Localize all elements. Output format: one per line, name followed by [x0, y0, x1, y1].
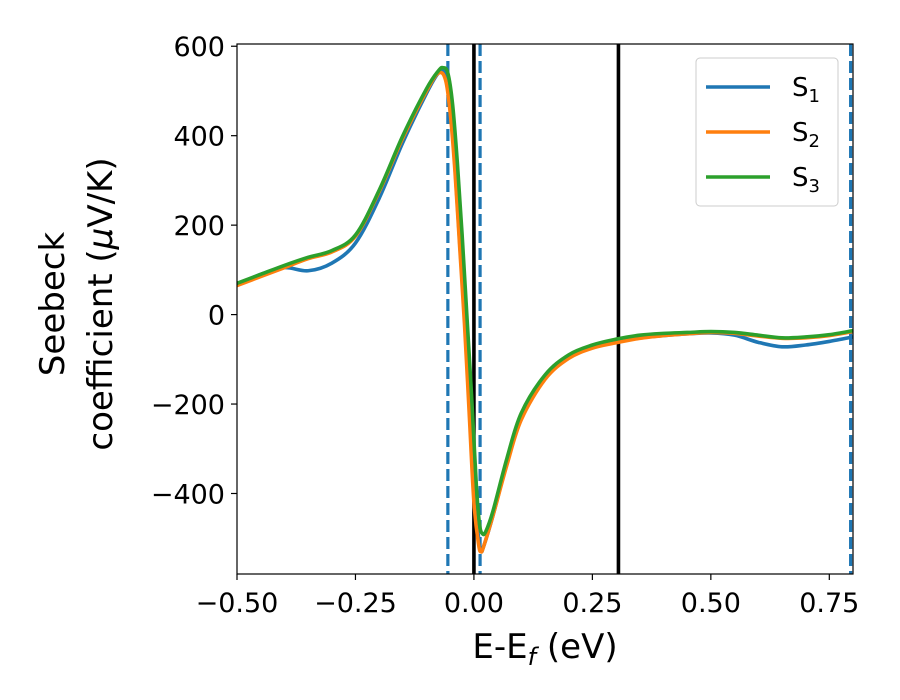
- x-tick-label: −0.25: [314, 588, 397, 619]
- x-axis-ticks: −0.50 −0.25 0.00 0.25 0.50 0.75: [196, 574, 859, 619]
- legend-label-s3: S3: [792, 163, 820, 197]
- reference-lines: [446, 44, 853, 574]
- y-tick-label: 0: [208, 301, 225, 332]
- y-tick-label: 200: [173, 211, 225, 242]
- x-axis-label-suffix: (eV): [536, 627, 618, 667]
- y-tick-label: −400: [151, 479, 225, 510]
- y-axis-label-mu: μ: [81, 228, 121, 251]
- x-tick-label: 0.75: [799, 588, 859, 619]
- series-lines: [237, 65, 853, 554]
- y-tick-label: 600: [173, 32, 225, 63]
- legend: S1 S2 S3: [695, 57, 839, 207]
- y-axis-ticks: −400 −200 0 200 400 600: [151, 32, 237, 510]
- y-axis-label-line2-prefix: coefficient (: [81, 249, 121, 450]
- x-tick-label: 0.25: [562, 588, 622, 619]
- plot-frame: [236, 43, 854, 575]
- x-axis-label: E-Ef (eV): [472, 627, 617, 671]
- x-tick-label: −0.50: [196, 588, 279, 619]
- series-line-s3: [237, 65, 853, 537]
- x-tick-label: 0.00: [444, 588, 504, 619]
- y-axis-label-line1: Seebeck: [33, 232, 73, 377]
- x-tick-label: 0.50: [681, 588, 741, 619]
- y-tick-label: −200: [151, 390, 225, 421]
- y-tick-label: 400: [173, 122, 225, 153]
- y-axis-label-line2: coefficient (μV/K): [81, 157, 121, 450]
- x-axis-label-main: E-E: [472, 627, 527, 667]
- legend-label-s2: S2: [792, 118, 820, 152]
- legend-label-s1: S1: [792, 73, 820, 107]
- y-axis-label: Seebeck: [33, 232, 73, 377]
- y-axis-label-line2-suffix: V/K): [81, 157, 121, 227]
